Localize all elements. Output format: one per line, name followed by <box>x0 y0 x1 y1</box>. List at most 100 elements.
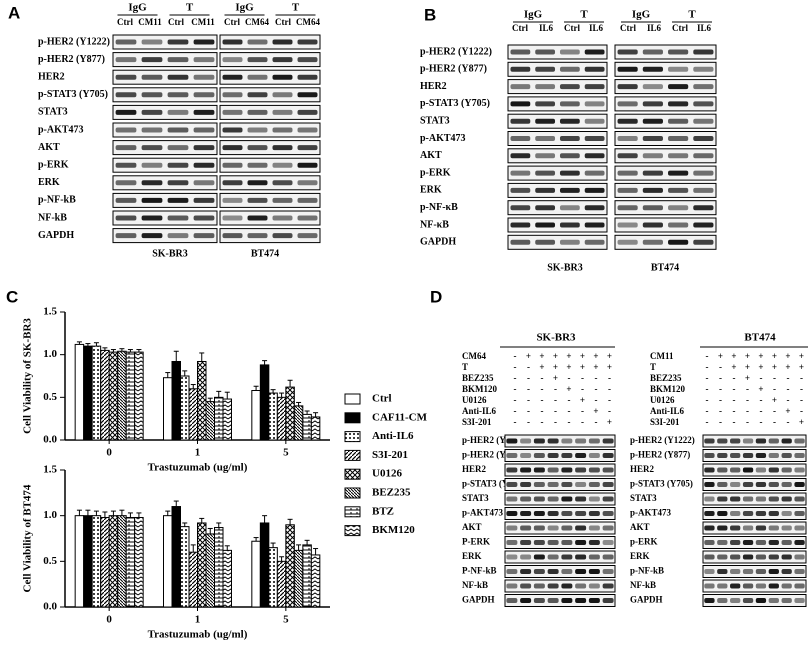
band <box>755 453 767 458</box>
band <box>730 453 741 458</box>
bar <box>285 386 295 441</box>
blot-box <box>504 594 616 607</box>
sign: - <box>568 417 571 427</box>
band <box>297 215 318 221</box>
band <box>115 74 137 80</box>
row-label: p-NF-kB <box>38 195 76 206</box>
band <box>588 438 600 444</box>
condition-label: S3I-201 <box>462 417 492 427</box>
band <box>668 66 689 72</box>
y-tick-label: 0.5 <box>43 391 57 403</box>
band <box>575 540 587 545</box>
band <box>247 74 268 80</box>
band <box>272 197 293 203</box>
sign: + <box>745 362 750 372</box>
band <box>602 438 614 444</box>
band <box>588 496 600 502</box>
sign: - <box>568 406 571 416</box>
band <box>510 101 531 107</box>
band <box>506 554 518 560</box>
band <box>781 569 792 574</box>
band <box>768 438 779 444</box>
band <box>717 496 728 502</box>
band <box>730 525 741 531</box>
band <box>561 583 573 589</box>
band <box>520 438 532 444</box>
band <box>510 84 531 90</box>
band <box>510 66 531 72</box>
band <box>781 554 792 560</box>
sign: - <box>581 384 584 394</box>
sign: - <box>595 417 598 427</box>
blot-box <box>504 550 616 564</box>
band <box>559 118 580 124</box>
band <box>297 180 318 186</box>
bar <box>310 554 321 608</box>
band <box>704 569 715 574</box>
band <box>693 49 714 55</box>
band <box>547 496 559 502</box>
band <box>297 162 318 168</box>
condition-label: CM11 <box>650 351 674 361</box>
condition-label: U0126 <box>650 395 675 405</box>
row-label: AKT <box>630 522 650 532</box>
blot-box <box>507 61 608 77</box>
band <box>781 496 792 502</box>
band <box>559 222 580 228</box>
sign: - <box>581 417 584 427</box>
sign: - <box>800 373 803 383</box>
bar <box>171 360 181 441</box>
band <box>272 162 293 168</box>
band <box>704 583 715 589</box>
lane-label: IL6 <box>539 23 554 33</box>
band <box>602 540 614 545</box>
band <box>533 438 545 444</box>
band <box>193 233 215 239</box>
sign: - <box>706 384 709 394</box>
band <box>510 205 531 211</box>
band <box>222 39 243 45</box>
band <box>602 525 614 531</box>
sign: + <box>580 395 585 405</box>
row-label: p-STAT3 (Y705) <box>38 89 108 100</box>
band <box>559 49 580 55</box>
row-label: p-STAT3 (Y705) <box>420 98 490 109</box>
band <box>141 180 163 186</box>
band <box>115 162 137 168</box>
band <box>141 57 163 63</box>
bar <box>171 506 181 608</box>
bar <box>251 390 261 441</box>
band <box>510 222 531 228</box>
cell-line-label: SK-BR3 <box>547 262 583 273</box>
row-label: p-HER2 (Y1222) <box>38 36 110 47</box>
band <box>222 74 243 80</box>
band <box>588 569 600 574</box>
band <box>533 554 545 560</box>
band <box>559 66 580 72</box>
band <box>717 482 728 487</box>
band <box>717 453 728 458</box>
band <box>535 118 556 124</box>
band <box>755 540 767 545</box>
blot-box <box>614 79 717 95</box>
band <box>742 453 754 458</box>
row-label: NF-kB <box>630 580 656 590</box>
band <box>588 453 600 458</box>
band <box>730 467 741 473</box>
group-label: T <box>292 2 300 14</box>
sign: + <box>799 351 804 361</box>
band <box>794 511 805 516</box>
band <box>704 467 715 473</box>
band <box>533 482 545 487</box>
band <box>642 118 663 124</box>
band <box>584 118 605 124</box>
blot-box <box>504 579 616 593</box>
band <box>742 554 754 560</box>
bar <box>205 401 215 441</box>
sign: + <box>731 362 736 372</box>
sign: + <box>593 406 598 416</box>
band <box>768 453 779 458</box>
band <box>561 496 573 502</box>
row-label: GAPDH <box>630 595 663 605</box>
lane-label: CM64 <box>296 17 320 27</box>
